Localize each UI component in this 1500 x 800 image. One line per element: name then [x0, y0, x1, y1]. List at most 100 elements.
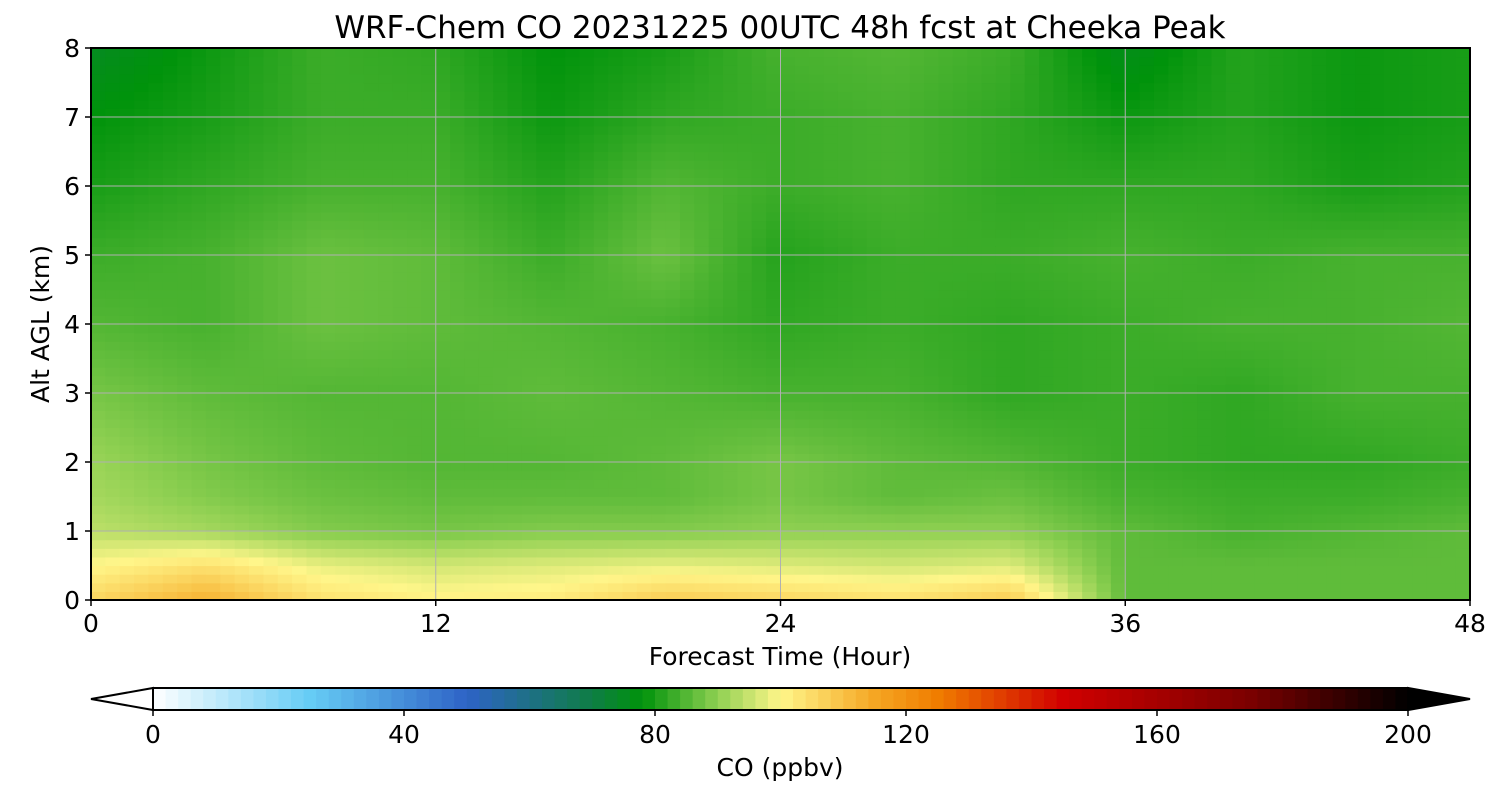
heatmap-cell	[521, 462, 537, 472]
heatmap-cell	[780, 324, 796, 334]
heatmap-cell	[852, 194, 868, 204]
heatmap-cell	[249, 315, 264, 325]
heatmap-cell	[694, 556, 710, 567]
heatmap-cell	[421, 229, 437, 239]
heatmap-cell	[536, 436, 552, 446]
heatmap-cell	[579, 203, 595, 213]
heatmap-cell	[320, 462, 336, 472]
heatmap-cell	[708, 134, 724, 144]
heatmap-cell	[335, 246, 351, 256]
heatmap-cell	[220, 324, 236, 334]
heatmap-cell	[679, 315, 695, 325]
heatmap-cell	[1182, 487, 1198, 498]
heatmap-cell	[435, 280, 451, 291]
heatmap-cell	[234, 574, 250, 584]
heatmap-cell	[493, 289, 509, 299]
heatmap-cell	[450, 125, 466, 135]
heatmap-cell	[335, 556, 351, 567]
heatmap-cell	[723, 349, 738, 360]
heatmap-cell	[1024, 194, 1040, 204]
heatmap-cell	[320, 436, 336, 446]
heatmap-cell	[794, 168, 810, 178]
heatmap-cell	[105, 436, 121, 446]
heatmap-cell	[608, 73, 624, 84]
heatmap-cell	[191, 531, 207, 541]
heatmap-cell	[292, 168, 308, 178]
heatmap-cell	[148, 513, 164, 523]
heatmap-cell	[1096, 582, 1112, 592]
heatmap-cell	[162, 341, 178, 351]
heatmap-cell	[421, 384, 437, 394]
heatmap-cell	[148, 479, 164, 489]
heatmap-cell	[837, 565, 853, 575]
heatmap-cell	[349, 177, 365, 187]
heatmap-cell	[909, 384, 925, 394]
heatmap-cell	[1067, 410, 1083, 420]
heatmap-cell	[407, 255, 422, 265]
heatmap-cell	[349, 565, 365, 575]
heatmap-cell	[91, 384, 106, 394]
heatmap-cell	[148, 151, 164, 161]
heatmap-cell	[1110, 203, 1126, 213]
heatmap-cell	[435, 332, 451, 342]
heatmap-cell	[220, 151, 236, 161]
heatmap-cell	[1067, 142, 1083, 153]
heatmap-cell	[995, 341, 1011, 351]
heatmap-cell	[464, 229, 480, 239]
heatmap-cell	[766, 531, 782, 541]
heatmap-cell	[1110, 444, 1126, 454]
heatmap-cell	[119, 125, 135, 135]
heatmap-cell	[1197, 160, 1213, 170]
heatmap-cell	[737, 462, 753, 472]
heatmap-cell	[967, 48, 983, 58]
heatmap-cell	[1125, 522, 1141, 532]
heatmap-cell	[119, 134, 135, 144]
heatmap-cell	[665, 462, 681, 472]
heatmap-cell	[909, 375, 925, 385]
heatmap-cell	[909, 246, 925, 256]
heatmap-cell	[694, 220, 710, 230]
heatmap-cell	[737, 487, 753, 498]
heatmap-cell	[679, 298, 695, 308]
heatmap-cell	[608, 531, 624, 541]
heatmap-cell	[320, 341, 336, 351]
heatmap-cell	[306, 410, 322, 420]
heatmap-cell	[1053, 125, 1069, 135]
heatmap-cell	[1039, 393, 1055, 403]
heatmap-cell	[249, 142, 264, 153]
heatmap-cell	[349, 306, 365, 316]
heatmap-cell	[320, 470, 336, 480]
heatmap-cell	[780, 108, 796, 118]
heatmap-cell	[134, 453, 150, 463]
heatmap-cell	[1067, 272, 1083, 282]
heatmap-cell	[809, 505, 825, 515]
heatmap-cell	[723, 401, 738, 411]
heatmap-cell	[665, 315, 681, 325]
heatmap-cell	[909, 444, 925, 454]
heatmap-cell	[1053, 393, 1069, 403]
heatmap-cell	[148, 142, 164, 153]
heatmap-cell	[392, 453, 408, 463]
heatmap-cell	[1039, 444, 1055, 454]
heatmap-cell	[205, 194, 221, 204]
heatmap-cell	[651, 384, 667, 394]
heatmap-cell	[1053, 531, 1069, 541]
heatmap-cell	[1153, 117, 1169, 127]
heatmap-cell	[708, 565, 724, 575]
heatmap-cell	[392, 427, 408, 437]
heatmap-cell	[737, 315, 753, 325]
heatmap-cell	[651, 237, 667, 247]
heatmap-cell	[205, 462, 221, 472]
heatmap-cell	[407, 91, 422, 101]
heatmap-cell	[507, 151, 523, 161]
heatmap-cell	[924, 125, 940, 135]
heatmap-cell	[565, 401, 580, 411]
heatmap-cell	[234, 134, 250, 144]
heatmap-cell	[550, 246, 566, 256]
heatmap-cell	[895, 142, 911, 153]
heatmap-cell	[651, 211, 667, 222]
heatmap-cell	[608, 453, 624, 463]
heatmap-cell	[1039, 315, 1055, 325]
heatmap-cell	[349, 56, 365, 66]
heatmap-cell	[1010, 134, 1026, 144]
